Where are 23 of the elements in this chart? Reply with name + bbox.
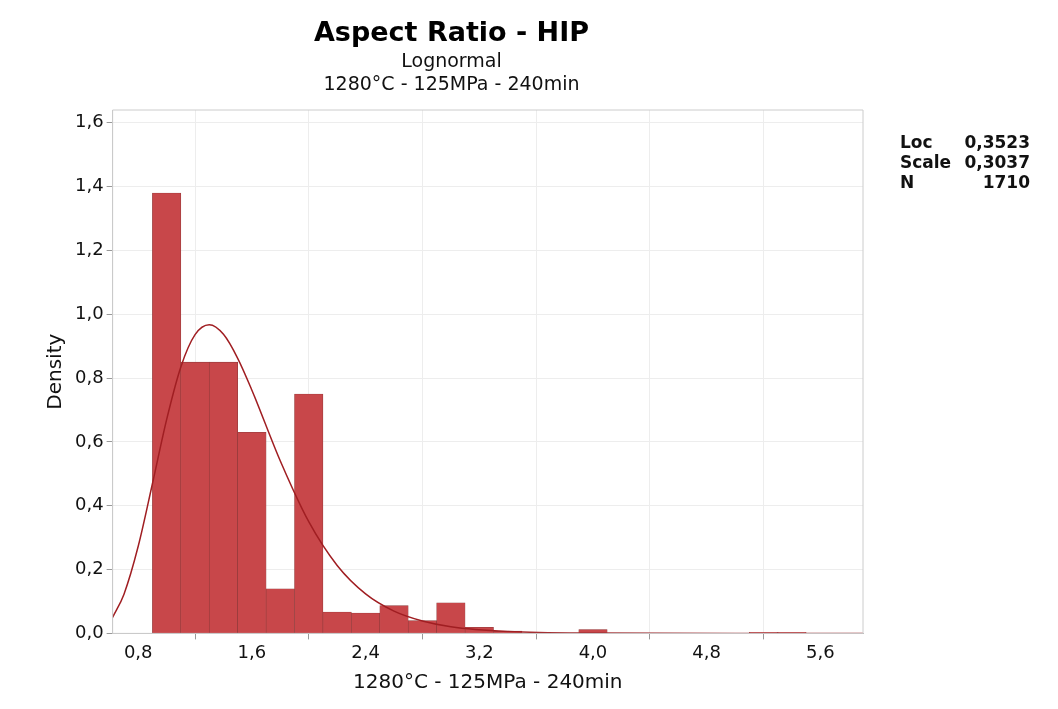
text: Scale 0,3037 [900, 152, 1030, 172]
x-tick-label: 5,6 [806, 640, 835, 662]
y-tick-label: 1,2 [74, 238, 104, 260]
x-axis-title: 1280°C - 125MPa - 240min [353, 669, 623, 694]
x-tick-label: 2,4 [351, 640, 380, 662]
y-tick-label: 0,2 [74, 557, 104, 579]
y-tick-label: 1,0 [74, 301, 104, 323]
y-tick-label: 1,4 [74, 174, 104, 196]
y-tick-label: 0,0 [74, 621, 104, 643]
y-tick-label: 0,6 [74, 429, 104, 451]
x-tick-label: 4,0 [578, 640, 608, 662]
x-tick-label: 3,2 [464, 640, 494, 662]
text: N 1710 [900, 172, 1030, 192]
chart-subtitle: Lognormal 1280°C - 125MPa - 240min [323, 48, 580, 94]
y-tick-label: 0,4 [74, 493, 104, 515]
y-tick-label: 0,8 [74, 365, 104, 387]
y-axis-title: Density [42, 333, 67, 410]
x-tick-label: 4,8 [692, 640, 721, 662]
text: Loc 0,3523 [900, 132, 1030, 152]
y-tick-label: 1,6 [74, 110, 104, 132]
chart-title: Aspect Ratio - HIP [313, 16, 590, 48]
x-tick-label: 0,8 [123, 640, 153, 662]
x-tick-label: 1,6 [237, 640, 267, 662]
